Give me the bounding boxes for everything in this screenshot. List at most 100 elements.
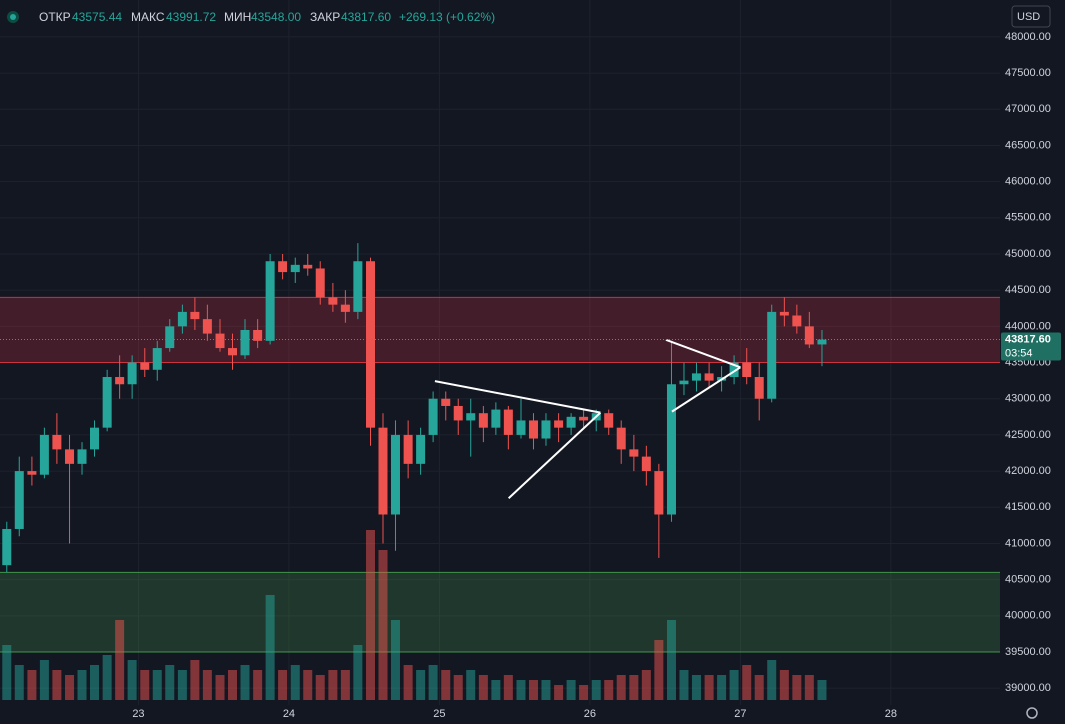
candle-body [152, 348, 162, 370]
volume-bar [792, 675, 802, 700]
volume-bar [516, 680, 526, 700]
volume-bar [165, 665, 175, 700]
y-tick-label: 41500.00 [1005, 501, 1051, 513]
y-tick-label: 39000.00 [1005, 682, 1051, 694]
y-tick-label: 45000.00 [1005, 248, 1051, 260]
close-label: ЗАКР [310, 10, 340, 24]
y-tick-label: 44000.00 [1005, 320, 1051, 332]
candle-body [390, 434, 400, 515]
volume-bar [616, 675, 626, 700]
trend-line [507, 411, 602, 499]
candle-body [265, 261, 275, 341]
open-value: 43575.44 [72, 10, 122, 24]
volume-bar [729, 670, 739, 700]
volume-bar [528, 680, 538, 700]
candle-body [177, 311, 187, 327]
candle-body [466, 413, 476, 421]
volume-bar [754, 675, 764, 700]
candle-body [115, 377, 125, 385]
volume-bar [190, 660, 200, 700]
y-tick-label: 48000.00 [1005, 31, 1051, 43]
volume-bar [27, 670, 37, 700]
candle-body [315, 268, 325, 298]
candle-body [478, 413, 488, 428]
y-tick-label: 47500.00 [1005, 67, 1051, 79]
volume-bar [127, 660, 137, 700]
volume-bar [115, 620, 125, 700]
volume-bar [366, 530, 376, 700]
volume-bar [591, 680, 601, 700]
volume-bar [453, 675, 463, 700]
volume-bar [779, 670, 789, 700]
candle-body [353, 261, 363, 312]
candle-body [77, 449, 87, 464]
volume-bar [554, 685, 564, 700]
x-tick-label: 24 [283, 708, 295, 720]
candle-body [228, 348, 238, 356]
candle-body [165, 326, 175, 349]
candle-body [240, 329, 250, 356]
candle-body [641, 456, 651, 472]
y-tick-label: 39500.00 [1005, 646, 1051, 658]
candle-body [303, 264, 313, 269]
volume-bar [666, 620, 676, 700]
candle-body [340, 304, 350, 312]
volume-bar [228, 670, 238, 700]
candle-body [679, 380, 689, 385]
candle-body [52, 434, 62, 450]
candle-body [453, 405, 463, 421]
candle-body [704, 373, 714, 381]
candle-body [491, 409, 501, 428]
volume-bar [315, 675, 325, 700]
currency-button[interactable] [1011, 5, 1051, 28]
countdown-label: 03:54 [1005, 347, 1033, 359]
volume-bar [65, 675, 75, 700]
candle-body [2, 528, 12, 566]
y-tick-label: 43000.00 [1005, 393, 1051, 405]
volume-bar [90, 665, 100, 700]
status-dot [10, 14, 16, 20]
candle-body [215, 333, 225, 349]
candle-body [579, 416, 589, 421]
y-tick-label: 41000.00 [1005, 537, 1051, 549]
volume-bar [742, 665, 752, 700]
volume-bar [679, 670, 689, 700]
candle-body [127, 362, 137, 385]
x-tick-label: 27 [734, 708, 746, 720]
volume-bar [102, 655, 112, 700]
change-value: +269.13 (+0.62%) [399, 10, 495, 24]
volume-bar [416, 670, 426, 700]
volume-bar [177, 670, 187, 700]
candle-body [691, 373, 701, 381]
close-value: 43817.60 [341, 10, 391, 24]
volume-bar [629, 675, 639, 700]
volume-bar [77, 670, 87, 700]
volume-bar [579, 685, 589, 700]
volume-bar [390, 620, 400, 700]
volume-bar [478, 675, 488, 700]
x-tick-label: 25 [433, 708, 445, 720]
candle-body [102, 377, 112, 428]
candle-body [754, 377, 764, 399]
trend-line [434, 380, 601, 414]
last-price-box [1001, 332, 1061, 361]
volume-bar [202, 670, 212, 700]
volume-bar [466, 670, 476, 700]
candle-body [253, 329, 263, 341]
last-price-label: 43817.60 [1005, 333, 1051, 345]
x-tick-label: 26 [584, 708, 596, 720]
volume-bar [52, 670, 62, 700]
candle-body [604, 413, 614, 428]
low-label: МИН [224, 10, 251, 24]
candle-body [729, 362, 739, 378]
volume-bar [353, 645, 363, 700]
currency-label[interactable]: USD [1017, 11, 1040, 23]
candle-body [27, 471, 37, 475]
candle-body [202, 319, 212, 334]
candle-body [516, 420, 526, 435]
settings-icon[interactable] [1026, 707, 1038, 719]
candle-body [742, 362, 752, 378]
low-value: 43548.00 [251, 10, 301, 24]
